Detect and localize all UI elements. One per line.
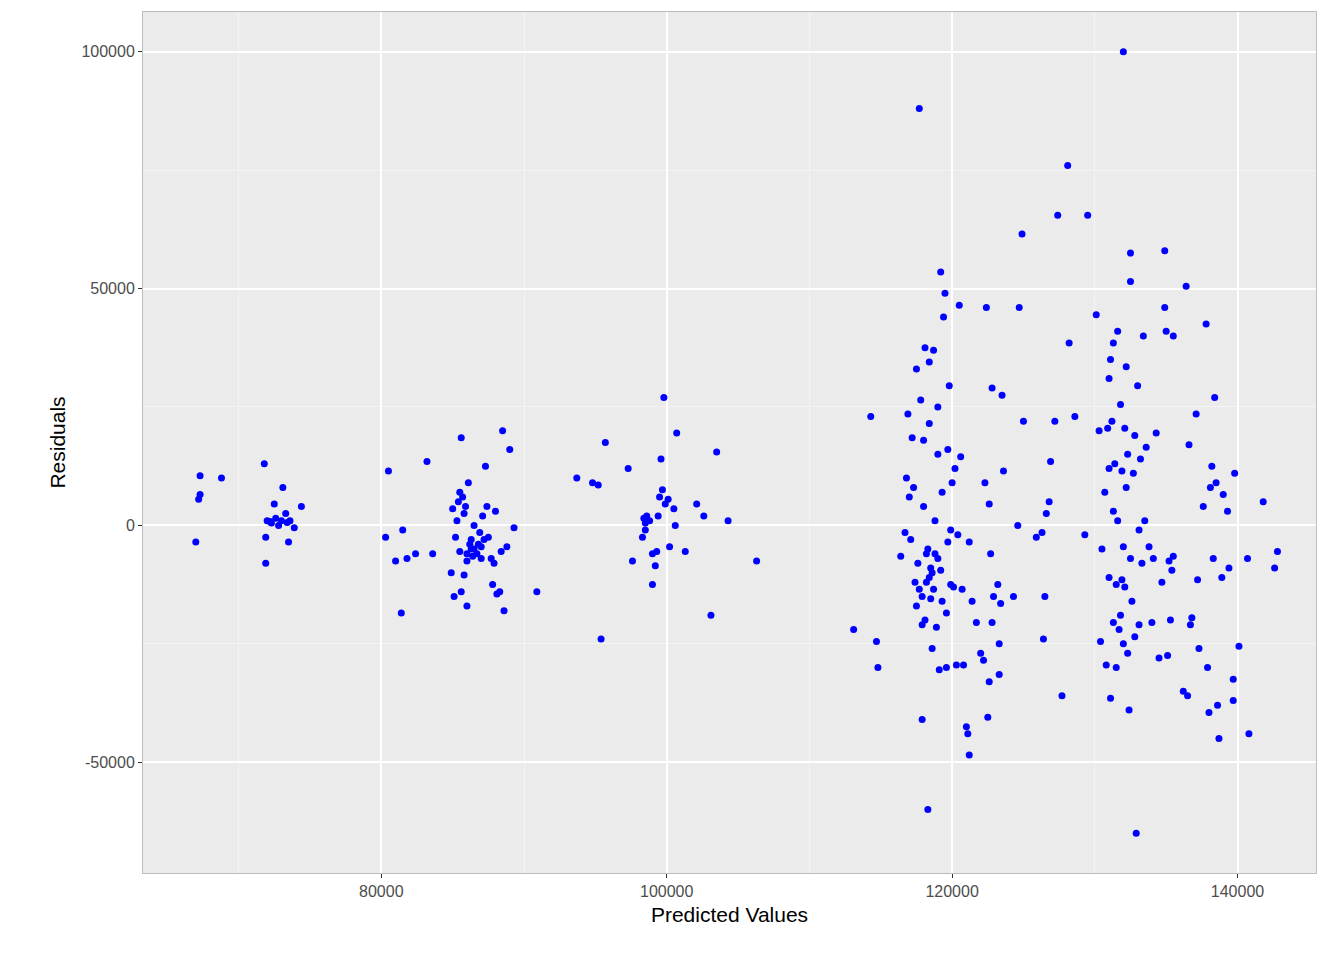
svg-text:Predicted Values: Predicted Values — [651, 903, 808, 926]
svg-text:Residuals: Residuals — [46, 396, 69, 488]
svg-text:120000: 120000 — [925, 883, 978, 900]
svg-text:-50000: -50000 — [85, 754, 135, 771]
svg-text:80000: 80000 — [359, 883, 404, 900]
svg-text:100000: 100000 — [81, 43, 134, 60]
svg-text:140000: 140000 — [1211, 883, 1264, 900]
svg-text:50000: 50000 — [90, 280, 135, 297]
svg-text:0: 0 — [126, 517, 135, 534]
svg-text:100000: 100000 — [640, 883, 693, 900]
